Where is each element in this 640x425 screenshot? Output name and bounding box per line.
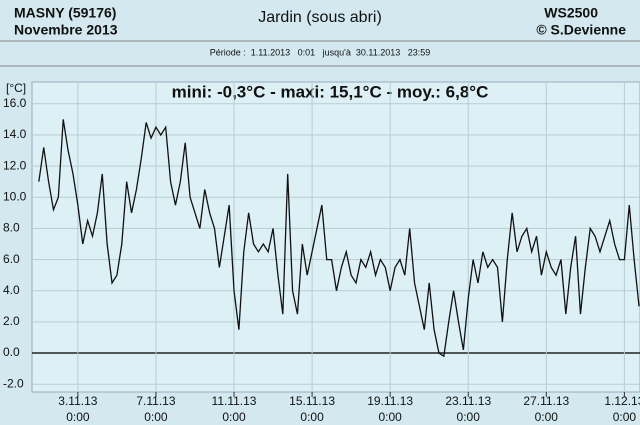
location: Jardin (sous abri) (258, 9, 382, 26)
x-tick-label: 11.11.13 (212, 394, 257, 408)
station: MASNY (59176) (14, 5, 116, 21)
x-tick-label: 7.11.13 (136, 394, 175, 408)
plot-area (31, 81, 640, 393)
x-tick-label: 0:00 (222, 410, 246, 424)
x-tick-label: 0:00 (535, 410, 559, 424)
y-tick-label: 14.0 (3, 127, 27, 141)
x-tick-label: 0:00 (144, 410, 168, 424)
temperature-line (38, 119, 640, 358)
y-tick-label: 16.0 (3, 96, 27, 110)
x-tick-label: 0:00 (300, 410, 324, 424)
x-tick-label: 0:00 (66, 410, 90, 424)
month: Novembre 2013 (14, 22, 118, 38)
y-tick-label: 2.0 (3, 314, 20, 328)
y-tick-label: 12.0 (3, 158, 27, 172)
period: Période : 1.11.2013 0:01 jusqu'à 30.11.2… (210, 47, 431, 57)
x-tick-label: 15.11.13 (289, 394, 335, 408)
y-tick-label: 4.0 (3, 283, 20, 297)
x-tick-label: 0:00 (457, 410, 481, 424)
x-tick-label: 23.11.13 (445, 394, 491, 408)
y-tick-label: 6.0 (3, 252, 20, 266)
y-tick-label: 0.0 (3, 345, 20, 359)
x-tick-label: 0:00 (378, 410, 402, 424)
y-tick-label: 8.0 (3, 221, 20, 235)
x-tick-label: 0:00 (613, 410, 637, 424)
chart-title: mini: -0,3°C - maxi: 15,1°C - moy.: 6,8°… (172, 82, 489, 101)
x-tick-label: 1.12.13 (604, 394, 640, 408)
author: © S.Devienne (536, 22, 626, 38)
x-tick-label: 3.11.13 (58, 394, 97, 408)
device: WS2500 (544, 5, 598, 21)
y-axis-label: [°C] (6, 81, 26, 95)
x-tick-label: 27.11.13 (523, 394, 569, 408)
y-tick-label: -2.0 (3, 376, 24, 390)
y-tick-label: 10.0 (3, 189, 27, 203)
x-tick-label: 19.11.13 (367, 394, 413, 408)
